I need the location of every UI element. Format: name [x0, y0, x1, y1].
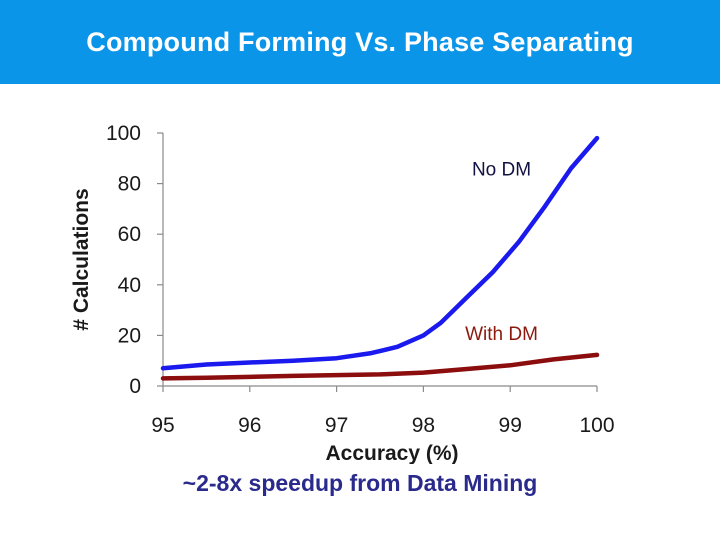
x-tick-label: 96: [238, 414, 261, 437]
annotation-no-dm: No DM: [472, 159, 531, 180]
x-tick-label: 100: [579, 414, 614, 437]
y-tick-label: 60: [118, 223, 141, 246]
x-tick-label: 95: [151, 414, 174, 437]
annotation-with-dm: With DM: [465, 324, 538, 345]
title-bar: Compound Forming Vs. Phase Separating: [0, 0, 720, 84]
series-line-with-dm: [160, 352, 600, 381]
y-tick-label: 80: [118, 173, 141, 196]
y-tick-label: 0: [129, 375, 141, 398]
x-tick-label: 98: [412, 414, 435, 437]
x-tick-labels: 95 96 97 98 99 100: [151, 414, 614, 437]
x-axis-title: Accuracy (%): [325, 442, 458, 464]
series-lines: [160, 135, 600, 381]
series-annotations: No DM With DM: [465, 159, 538, 344]
series-line-no-dm: [160, 135, 600, 371]
x-tick-label: 99: [499, 414, 522, 437]
y-tick-labels: 0 20 40 60 80 100: [106, 122, 141, 398]
slide-caption: ~2-8x speedup from Data Mining: [182, 470, 538, 496]
slide-title: Compound Forming Vs. Phase Separating: [86, 26, 634, 57]
chart-axes: [157, 132, 598, 392]
x-tick-label: 97: [325, 414, 348, 437]
y-axis-title: # Calculations: [70, 188, 93, 330]
y-tick-label: 40: [118, 274, 141, 297]
y-tick-label: 20: [118, 324, 141, 347]
y-tick-label: 100: [106, 122, 141, 145]
